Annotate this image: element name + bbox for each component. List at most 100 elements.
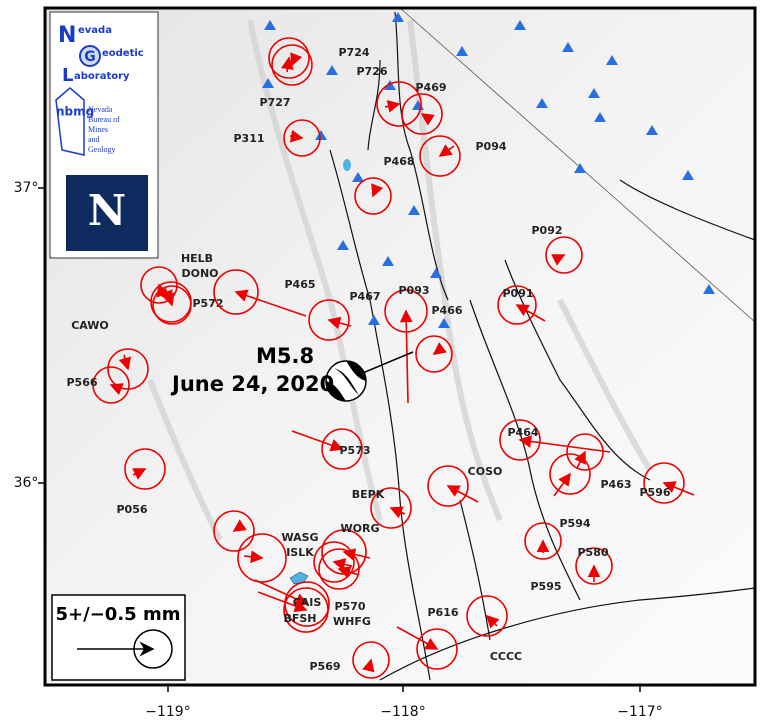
station-vector <box>243 550 264 564</box>
station-ellipse <box>401 93 443 135</box>
station-vector <box>332 558 353 571</box>
station-label: COSO <box>468 465 503 478</box>
station-ellipse <box>427 465 469 507</box>
stations: P724 P727 P726 P469 P311 P094 P468 P092 HELB DONO… <box>66 37 695 679</box>
nbmg-name: Mines <box>88 125 108 134</box>
station-label: P596 <box>639 486 670 499</box>
station-ellipse <box>124 448 166 490</box>
station-ellipse <box>376 81 422 127</box>
station-label: P566 <box>66 376 97 389</box>
station-label: BEPK <box>352 488 385 501</box>
station-label: P616 <box>427 606 458 619</box>
station-vector <box>518 435 611 453</box>
station-vector <box>232 519 247 532</box>
logos: N evada G eodetic L aboratory nbmg Nevad… <box>49 11 159 259</box>
station-vector <box>438 144 455 157</box>
scale-legend: 5+/−0.5 mm <box>51 594 186 681</box>
station-label: P572 <box>192 297 223 310</box>
station-label: WORG <box>341 522 380 535</box>
faults <box>329 11 756 681</box>
station-ellipse <box>321 428 363 470</box>
station-label: WASG <box>281 531 318 544</box>
hillshade <box>45 8 755 685</box>
station-ellipse <box>566 433 604 471</box>
station-label: P466 <box>431 304 462 317</box>
lake <box>289 571 309 585</box>
nbmg-mark: nbmg <box>56 105 94 119</box>
station-vector <box>289 129 304 143</box>
station-vector <box>574 450 586 469</box>
station-label: P573 <box>339 444 370 457</box>
station-ellipse <box>213 269 259 315</box>
station-vector <box>342 548 371 561</box>
station-label: P468 <box>383 155 414 168</box>
nbmg-name: Geology <box>88 145 116 154</box>
station-vector <box>327 316 352 330</box>
station-ellipse <box>549 453 591 495</box>
station-label: P726 <box>356 65 387 78</box>
station-vector <box>432 342 447 355</box>
station-ellipse <box>370 487 412 529</box>
station-vector <box>553 472 571 497</box>
unr-logo: N <box>88 186 126 235</box>
station-ellipse <box>354 177 392 215</box>
ngl-initial: G <box>84 49 96 65</box>
station-vector <box>254 579 309 606</box>
station-ellipse <box>283 587 329 633</box>
nbmg-name: Bureau of <box>88 115 120 124</box>
station-ellipse <box>499 419 541 461</box>
station-label: P724 <box>338 46 369 59</box>
station-label: HELB <box>181 252 213 265</box>
station-label: P595 <box>530 580 561 593</box>
station-vector <box>257 591 308 613</box>
nbmg-name: and <box>88 135 100 144</box>
sites <box>262 12 715 328</box>
station-label: P569 <box>309 660 340 673</box>
station-label: P091 <box>502 287 533 300</box>
station-ellipse <box>524 522 562 560</box>
station-label: WHFG <box>333 615 371 628</box>
station-vector <box>551 254 566 266</box>
station-label: CAWO <box>71 319 109 332</box>
station-ellipse <box>313 541 355 583</box>
x-tick-label: −117° <box>617 704 662 720</box>
station-label: P580 <box>577 546 608 559</box>
station-vector <box>420 113 435 126</box>
station-vector <box>109 383 124 396</box>
station-ellipse <box>466 595 508 637</box>
border <box>399 7 756 323</box>
station-label: P464 <box>507 426 538 439</box>
station-ellipse <box>308 299 350 341</box>
station-vector <box>132 468 147 480</box>
frame <box>43 6 757 687</box>
station-ellipse <box>268 37 310 79</box>
station-ellipse <box>92 366 130 404</box>
station-vector <box>396 626 439 650</box>
station-vector <box>291 430 344 452</box>
station-ellipse <box>643 462 685 504</box>
x-tick-label: −118° <box>380 704 425 720</box>
station-ellipse <box>283 119 321 157</box>
y-tick-label: 36° <box>14 475 39 491</box>
station-vector <box>362 658 375 673</box>
station-label: P092 <box>531 224 562 237</box>
station-label: P056 <box>116 503 147 516</box>
y-tick-label: 37° <box>14 180 39 196</box>
station-label: P465 <box>284 278 315 291</box>
station-label: P094 <box>475 140 506 153</box>
ngl-initial: L <box>62 65 73 86</box>
station-label: P311 <box>233 132 264 145</box>
station-label: P463 <box>600 478 631 491</box>
ngl-line: aboratory <box>74 71 130 82</box>
station-ellipse <box>545 236 583 274</box>
ngl-line: evada <box>78 25 112 36</box>
station-label: P469 <box>415 81 446 94</box>
station-vector <box>384 100 401 113</box>
event-date: June 24, 2020 <box>170 372 334 396</box>
station-ellipse <box>318 548 360 590</box>
station-vector <box>118 354 132 371</box>
ngl-line: eodetic <box>102 48 144 59</box>
station-label: CCCC <box>490 650 522 663</box>
